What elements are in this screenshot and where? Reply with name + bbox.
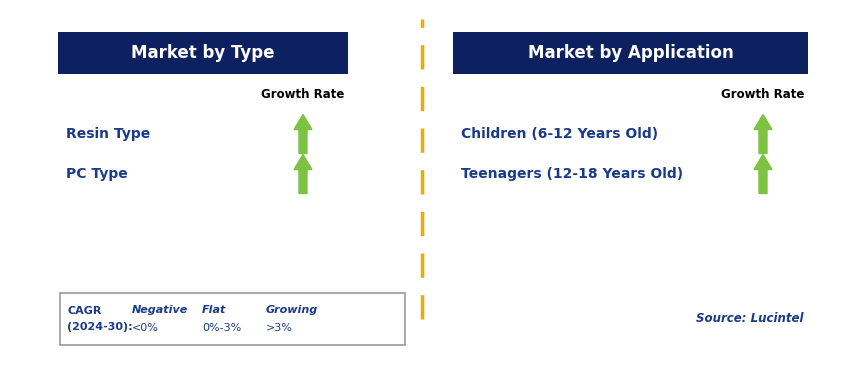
Polygon shape (311, 304, 325, 334)
Text: Resin Type: Resin Type (66, 127, 150, 141)
FancyBboxPatch shape (60, 293, 405, 345)
Polygon shape (294, 155, 312, 193)
Polygon shape (754, 155, 772, 193)
Text: (2024-30):: (2024-30): (67, 322, 133, 332)
Text: Teenagers (12-18 Years Old): Teenagers (12-18 Years Old) (461, 167, 684, 181)
Text: Flat: Flat (202, 305, 226, 315)
Text: >3%: >3% (266, 323, 293, 333)
Polygon shape (175, 303, 193, 335)
Text: 0%-3%: 0%-3% (202, 323, 241, 333)
Text: Market by Application: Market by Application (528, 44, 734, 62)
Text: Growth Rate: Growth Rate (262, 87, 345, 100)
Text: Market by Type: Market by Type (131, 44, 274, 62)
FancyBboxPatch shape (58, 32, 348, 74)
Text: Growth Rate: Growth Rate (722, 87, 805, 100)
FancyBboxPatch shape (453, 32, 808, 74)
Polygon shape (754, 114, 772, 154)
Polygon shape (294, 114, 312, 154)
Text: Negative: Negative (132, 305, 188, 315)
Polygon shape (224, 311, 264, 327)
Text: PC Type: PC Type (66, 167, 128, 181)
Text: Children (6-12 Years Old): Children (6-12 Years Old) (461, 127, 658, 141)
Text: CAGR: CAGR (67, 306, 102, 316)
Text: <0%: <0% (132, 323, 159, 333)
Text: Growing: Growing (266, 305, 318, 315)
Text: Source: Lucintel: Source: Lucintel (695, 313, 803, 325)
